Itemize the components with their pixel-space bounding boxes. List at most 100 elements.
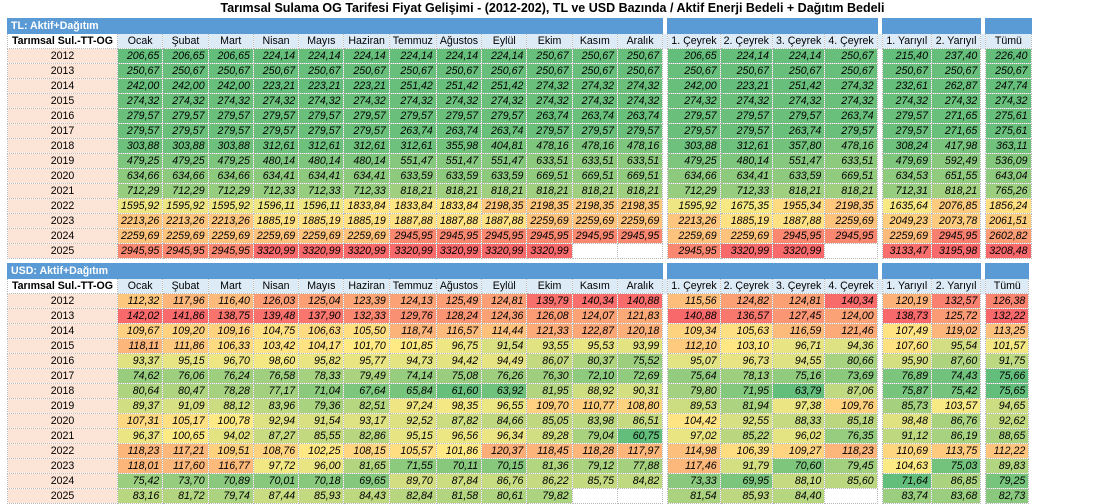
- month-value-cell: 109,70: [526, 398, 573, 414]
- table-row: 2024 75,42 73,70 70,89 70,01 70,18 69,65 89,70 8…: [7, 473, 1030, 489]
- month-value-cell: 91,09: [162, 398, 209, 414]
- month-value-cell: 3320,99: [526, 243, 573, 259]
- month-value-cell: 86,51: [616, 413, 664, 429]
- quarter-value-cell: 88,10: [771, 473, 826, 489]
- quarter-header: 2. Çeyrek: [719, 278, 773, 294]
- month-value-cell: 279,57: [207, 123, 254, 139]
- month-value-cell: 71,55: [388, 458, 437, 474]
- year-label: 2017: [7, 123, 118, 139]
- month-value-cell: 92,52: [388, 413, 437, 429]
- month-value-cell: 123,39: [343, 293, 390, 309]
- month-value-cell: 70,18: [298, 473, 345, 489]
- column-gap: [662, 63, 668, 79]
- quarter-value-cell: 669,51: [824, 168, 878, 184]
- month-value-cell: 90,31: [616, 383, 664, 399]
- month-value-cell: 274,32: [481, 93, 528, 109]
- month-value-cell: 98,35: [435, 398, 483, 414]
- month-value-cell: 87,82: [435, 413, 483, 429]
- month-value-cell: 77,17: [252, 383, 300, 399]
- month-value-cell: 110,77: [571, 398, 619, 414]
- table-row: 2023 2213,26 2213,26 2213,26 1885,19 1885,19 1…: [7, 213, 1032, 229]
- table-row: 2022 118,23 117,21 109,51 108,76 102,25 108,15…: [7, 443, 1030, 459]
- month-value-cell: 96,70: [207, 353, 254, 369]
- quarter-value-cell: 80,66: [824, 353, 878, 369]
- half-year-value-cell: 95,54: [930, 338, 982, 354]
- month-value-cell: 206,65: [116, 48, 164, 64]
- month-header: Temmuz: [388, 33, 437, 49]
- total-value-cell: 126,38: [985, 293, 1030, 309]
- quarter-value-cell: 73,33: [667, 473, 721, 489]
- month-header: Haziran: [343, 33, 390, 49]
- month-value-cell: 279,57: [116, 123, 164, 139]
- month-value-cell: 70,89: [207, 473, 254, 489]
- quarter-value-cell: 634,41: [719, 168, 773, 184]
- half-year-value-cell: 75,87: [881, 383, 932, 399]
- month-value-cell: 355,98: [435, 138, 483, 154]
- quarter-value-cell: 96,71: [771, 338, 826, 354]
- month-value-cell: 85,93: [298, 488, 345, 504]
- column-gap: [980, 93, 986, 109]
- section-header: TL: Aktif+Dağıtım: [6, 18, 1032, 34]
- column-gap: [662, 338, 668, 354]
- month-value-cell: 81,95: [526, 383, 573, 399]
- total-value-cell: 112,22: [985, 443, 1030, 459]
- column-gap: [980, 338, 986, 354]
- column-gap: [980, 458, 986, 474]
- quarter-value-cell: 3320,99: [719, 243, 773, 259]
- half-year-value-cell: 76,89: [881, 368, 932, 384]
- month-value-cell: 2259,69: [116, 228, 164, 244]
- month-header: Mart: [207, 278, 254, 294]
- quarter-value-cell: 109,34: [667, 323, 721, 339]
- month-value-cell: 81,65: [343, 458, 390, 474]
- month-value-cell: 480,14: [298, 153, 345, 169]
- section-fill-quarters: [667, 18, 878, 34]
- quarter-value-cell: 112,10: [667, 338, 721, 354]
- table-row: 2021 96,37 100,65 94,02 87,27 85,55 82,86 95,15…: [7, 428, 1030, 444]
- quarter-value-cell: 94,55: [771, 353, 826, 369]
- month-value-cell: 100,78: [207, 413, 254, 429]
- column-gap: [877, 33, 883, 49]
- month-value-cell: 312,61: [388, 138, 437, 154]
- month-value-cell: 250,67: [252, 63, 300, 79]
- month-value-cell: 634,41: [343, 168, 390, 184]
- total-value-cell: 79,25: [985, 473, 1030, 489]
- month-value-cell: 551,47: [481, 153, 528, 169]
- month-value-cell: 2213,26: [116, 213, 164, 229]
- quarter-value-cell: 279,57: [667, 123, 721, 139]
- quarter-value-cell: 250,67: [771, 63, 826, 79]
- month-value-cell: 274,32: [571, 93, 619, 109]
- month-value-cell: 712,29: [162, 183, 209, 199]
- quarter-value-cell: 274,32: [667, 93, 721, 109]
- quarter-value-cell: 206,65: [667, 48, 721, 64]
- month-value-cell: 107,31: [116, 413, 164, 429]
- month-value-cell: 274,32: [616, 78, 664, 94]
- month-value-cell: 274,32: [526, 78, 573, 94]
- month-value-cell: 669,51: [616, 168, 664, 184]
- month-value-cell: 2945,95: [616, 228, 664, 244]
- month-header: Ocak: [116, 33, 164, 49]
- total-value-cell: 226,40: [985, 48, 1032, 64]
- quarter-value-cell: 250,67: [824, 63, 878, 79]
- month-value-cell: 274,32: [252, 93, 300, 109]
- column-gap: [662, 153, 668, 169]
- quarter-value-cell: 274,32: [719, 93, 773, 109]
- quarter-value-cell: 117,46: [667, 458, 721, 474]
- month-value-cell: 69,65: [343, 473, 390, 489]
- half-year-value-cell: 120,19: [881, 293, 932, 309]
- month-value-cell: 1596,11: [298, 198, 345, 214]
- month-value-cell: 551,47: [435, 153, 483, 169]
- half-year-value-cell: 1635,64: [881, 198, 932, 214]
- month-value-cell: 80,64: [116, 383, 164, 399]
- half-year-value-cell: 104,63: [881, 458, 932, 474]
- quarter-value-cell: 2213,26: [667, 213, 721, 229]
- half-year-value-cell: 95,90: [881, 353, 932, 369]
- month-value-cell: 480,14: [343, 153, 390, 169]
- column-gap: [877, 428, 883, 444]
- month-value-cell: 70,11: [435, 458, 483, 474]
- quarter-value-cell: 89,53: [667, 398, 721, 414]
- month-value-cell: 818,21: [616, 183, 664, 199]
- half-year-value-cell: 85,73: [881, 398, 932, 414]
- month-header: Mayıs: [298, 278, 345, 294]
- quarter-value-cell: 250,67: [824, 48, 878, 64]
- column-gap: [877, 488, 883, 504]
